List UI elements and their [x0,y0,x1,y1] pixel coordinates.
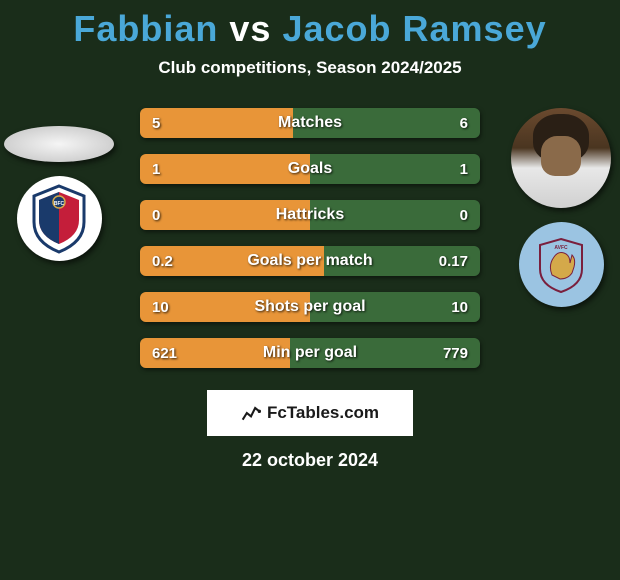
stat-label: Shots per goal [140,292,480,322]
left-column: BFC [4,108,114,261]
subtitle: Club competitions, Season 2024/2025 [0,58,620,78]
player2-club-badge: AVFC [519,222,604,307]
player2-avatar [511,108,611,208]
title-player2: Jacob Ramsey [282,8,546,49]
stat-label: Matches [140,108,480,138]
player1-club-badge: BFC [17,176,102,261]
player1-avatar [4,126,114,162]
svg-text:AVFC: AVFC [554,245,568,251]
stat-label: Hattricks [140,200,480,230]
right-column: AVFC [506,108,616,307]
stat-row: 11Goals [140,154,480,184]
stat-row: 621779Min per goal [140,338,480,368]
attribution-badge: FcTables.com [207,390,413,436]
page-title: Fabbian vs Jacob Ramsey [0,0,620,50]
stats-bars: 56Matches 11Goals 00Hattricks 0.20.17Goals … [140,108,480,368]
aston-villa-badge-icon: AVFC [534,235,589,295]
title-vs: vs [229,8,271,49]
stat-label: Goals per match [140,246,480,276]
stat-row: 1010Shots per goal [140,292,480,322]
stat-row: 56Matches [140,108,480,138]
attribution-text: FcTables.com [267,403,379,423]
svg-text:BFC: BFC [54,201,65,207]
stat-row: 0.20.17Goals per match [140,246,480,276]
stat-label: Min per goal [140,338,480,368]
date-label: 22 october 2024 [0,450,620,471]
stat-label: Goals [140,154,480,184]
title-player1: Fabbian [73,8,218,49]
stat-row: 00Hattricks [140,200,480,230]
comparison-content: BFC AVFC 56Matches 11Goals 00Hattricks 0.20… [0,108,620,368]
fctables-logo-icon [241,403,261,423]
bologna-badge-icon: BFC [29,184,89,254]
